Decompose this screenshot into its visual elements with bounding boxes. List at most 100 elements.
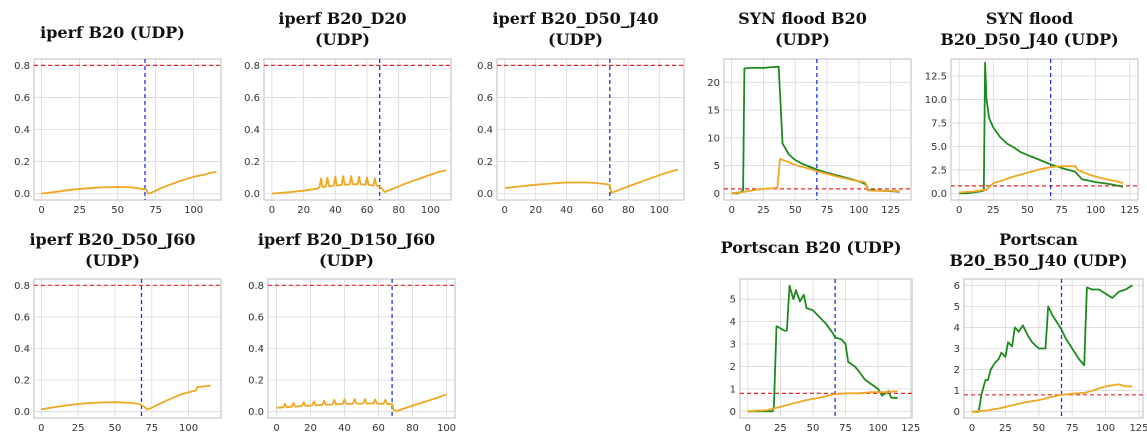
chart-panel-iperf-b20-d50-j40: iperf B20_D50_J40 (UDP) 0 20 40 60 80 100 0.0 0…: [463, 0, 688, 220]
x-tick-label: 125: [1129, 423, 1147, 434]
x-tick-label: 60: [591, 205, 604, 216]
chart-panel-iperf-b20-d50-j60: iperf B20_D50_J60 (UDP) 0 25 50 75 100 0.0 0.2…: [0, 225, 225, 438]
x-tick-label: 20: [529, 205, 542, 216]
x-tick-label: 40: [338, 423, 351, 434]
x-tick-label: 40: [329, 205, 342, 216]
chart-title: SYN flood B20 (UDP): [738, 9, 867, 49]
y-tick-label: 7.5: [931, 118, 947, 129]
x-tick-label: 50: [1032, 423, 1045, 434]
y-tick-label: 0.0: [14, 189, 30, 200]
y-tick-label: 0.0: [244, 189, 260, 200]
x-tick-label: 0: [745, 423, 751, 434]
x-tick-label: 25: [774, 423, 787, 434]
x-tick-label: 0: [502, 205, 508, 216]
x-tick-label: 25: [73, 205, 86, 216]
y-tick-label: 0.4: [14, 125, 30, 136]
chart-svg: 0 25 50 75 100 125 0 5 10 15 20: [707, 58, 912, 216]
y-tick-label: 5: [730, 295, 736, 306]
x-tick-label: 50: [789, 205, 802, 216]
x-tick-label: 20: [297, 205, 310, 216]
chart-panel-syn-flood-b20-d50-j40: SYN flood B20_D50_J40 (UDP) 0 25 50 75 100 12…: [917, 0, 1142, 220]
x-tick-label: 75: [1066, 423, 1079, 434]
chart-panel-iperf-b20-d150-j60: iperf B20_D150_J60 (UDP) 0 20 40 60 80 100 0.0…: [234, 225, 459, 438]
y-tick-label: 0: [730, 407, 736, 418]
x-tick-label: 50: [1021, 205, 1034, 216]
x-tick-label: 100: [437, 423, 456, 434]
y-tick-label: 0.2: [477, 157, 493, 168]
y-tick-label: 2: [730, 362, 736, 373]
chart-svg: 0 25 50 75 100 125 0 1 2 3 4 5: [730, 278, 920, 434]
x-tick-label: 0: [38, 205, 44, 216]
x-tick-label: 40: [560, 205, 573, 216]
x-tick-label: 0: [728, 205, 734, 216]
y-tick-label: 10: [707, 133, 720, 144]
chart-svg: 0 25 50 75 100 125 0.0 2.5 5.0 7.5 10.0 12.5: [925, 58, 1139, 216]
x-tick-label: 100: [869, 423, 888, 434]
y-tick-label: 0.4: [244, 125, 260, 136]
x-tick-label: 50: [109, 423, 122, 434]
chart-title: iperf B20 (UDP): [40, 23, 185, 42]
y-tick-label: 1: [954, 386, 960, 397]
x-tick-label: 0: [273, 423, 279, 434]
series-line-1: [971, 383, 1133, 413]
y-tick-label: 0.0: [477, 189, 493, 200]
series-line-1: [747, 390, 898, 413]
y-tick-label: 0.2: [248, 376, 264, 387]
x-tick-label: 0: [38, 423, 44, 434]
x-tick-label: 100: [184, 205, 203, 216]
chart-panel-iperf-b20: iperf B20 (UDP) 0 25 50 75 100 0.0 0.2 0.4 0.6 0.…: [0, 0, 225, 220]
x-tick-label: 80: [406, 423, 419, 434]
chart-svg: 0 25 50 75 100 0.0 0.2 0.4 0.6 0.8: [14, 278, 222, 434]
x-tick-label: 50: [111, 205, 124, 216]
y-tick-label: 0.6: [248, 312, 264, 323]
x-tick-label: 60: [372, 423, 385, 434]
series-line-1: [731, 158, 900, 195]
y-tick-label: 2: [954, 365, 960, 376]
y-tick-label: 0: [954, 407, 960, 418]
y-tick-label: 1: [730, 384, 736, 395]
series-line-0: [41, 171, 217, 195]
x-tick-label: 100: [849, 205, 868, 216]
y-tick-label: 0.4: [248, 344, 264, 355]
chart-svg: 0 25 50 75 100 0.0 0.2 0.4 0.6 0.8: [14, 58, 222, 216]
y-tick-label: 6: [954, 281, 960, 292]
y-tick-label: 0.0: [248, 407, 264, 418]
y-tick-label: 12.5: [925, 71, 947, 82]
chart-svg: 0 20 40 60 80 100 0.0 0.2 0.4 0.6 0.8: [248, 278, 456, 434]
plot-area: [739, 278, 913, 419]
x-tick-label: 75: [149, 205, 162, 216]
chart-title: iperf B20_D50_J60 (UDP): [29, 230, 196, 270]
chart-title: iperf B20_D50_J40 (UDP): [492, 9, 659, 49]
series-line-0: [276, 393, 447, 412]
x-tick-label: 75: [821, 205, 834, 216]
x-tick-label: 25: [987, 205, 1000, 216]
x-tick-label: 60: [361, 205, 374, 216]
y-tick-label: 5.0: [931, 142, 947, 153]
x-tick-label: 25: [999, 423, 1012, 434]
y-tick-label: 4: [730, 317, 736, 328]
y-tick-label: 15: [707, 106, 720, 117]
chart-title: Portscan B20 (UDP): [720, 238, 902, 257]
y-tick-label: 3: [954, 344, 960, 355]
x-tick-label: 25: [72, 423, 85, 434]
x-tick-label: 100: [179, 423, 198, 434]
chart-title: SYN flood B20_D50_J40 (UDP): [940, 9, 1119, 49]
x-tick-label: 125: [881, 205, 900, 216]
x-tick-label: 0: [956, 205, 962, 216]
y-tick-label: 0.6: [244, 93, 260, 104]
series-line-0: [504, 168, 679, 194]
series-line-0: [972, 284, 1133, 413]
chart-title: iperf B20_D150_J60 (UDP): [257, 230, 436, 270]
x-tick-label: 80: [392, 205, 405, 216]
x-tick-label: 100: [1086, 205, 1105, 216]
y-tick-label: 5: [714, 161, 720, 172]
y-tick-label: 10.0: [925, 95, 947, 106]
chart-panel-portscan-b20-b50-j40: Portscan B20_B50_J40 (UDP) 0 25 50 75 100 125…: [930, 225, 1147, 438]
x-tick-label: 75: [145, 423, 158, 434]
chart-title: Portscan B20_B50_J40 (UDP): [949, 230, 1128, 270]
y-tick-label: 0.8: [244, 61, 260, 72]
y-tick-label: 3: [730, 340, 736, 351]
y-tick-label: 0.6: [477, 93, 493, 104]
series-line-1: [959, 165, 1124, 194]
y-tick-label: 0.4: [477, 125, 493, 136]
